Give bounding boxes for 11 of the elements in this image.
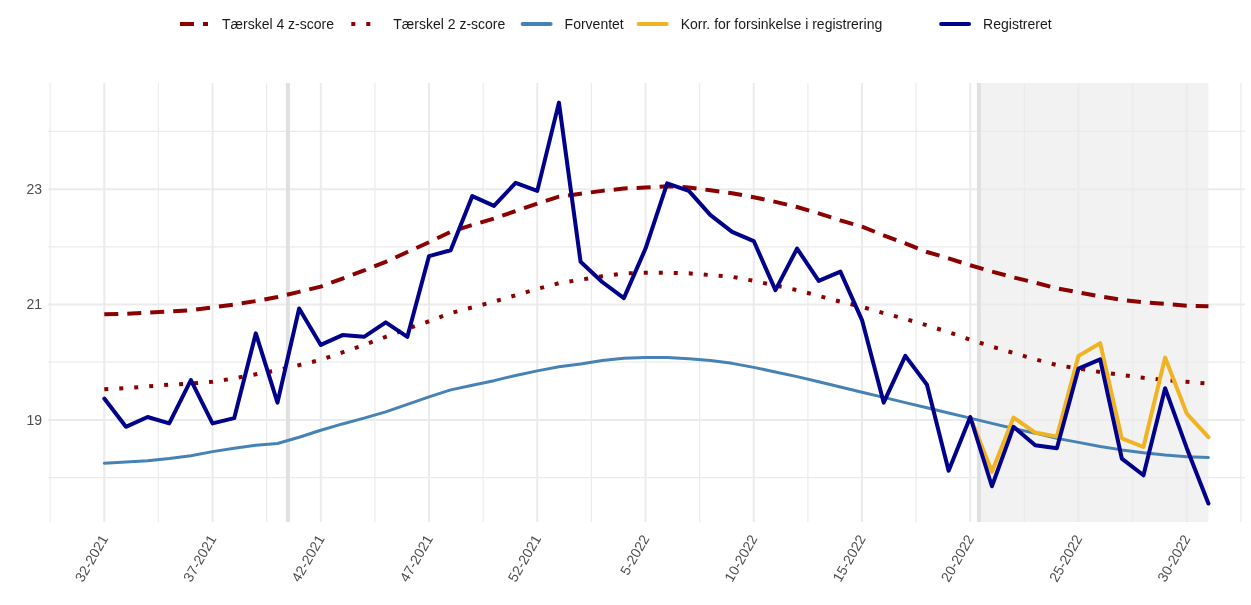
legend-label: Tærskel 4 z-score — [222, 15, 335, 32]
legend-label: Korr. for forsinkelse i registrering — [680, 15, 883, 32]
line-series — [102, 100, 1211, 506]
legend-label: Registreret — [983, 15, 1052, 32]
legend-label: Forventet — [564, 15, 624, 32]
legend-label: Tærskel 2 z-score — [393, 15, 506, 32]
y-tick-label: 19 — [26, 411, 43, 428]
y-tick-label: 21 — [26, 296, 43, 313]
line-series — [102, 356, 1210, 465]
y-tick-label: 23 — [26, 181, 43, 198]
line-series — [102, 184, 1211, 317]
